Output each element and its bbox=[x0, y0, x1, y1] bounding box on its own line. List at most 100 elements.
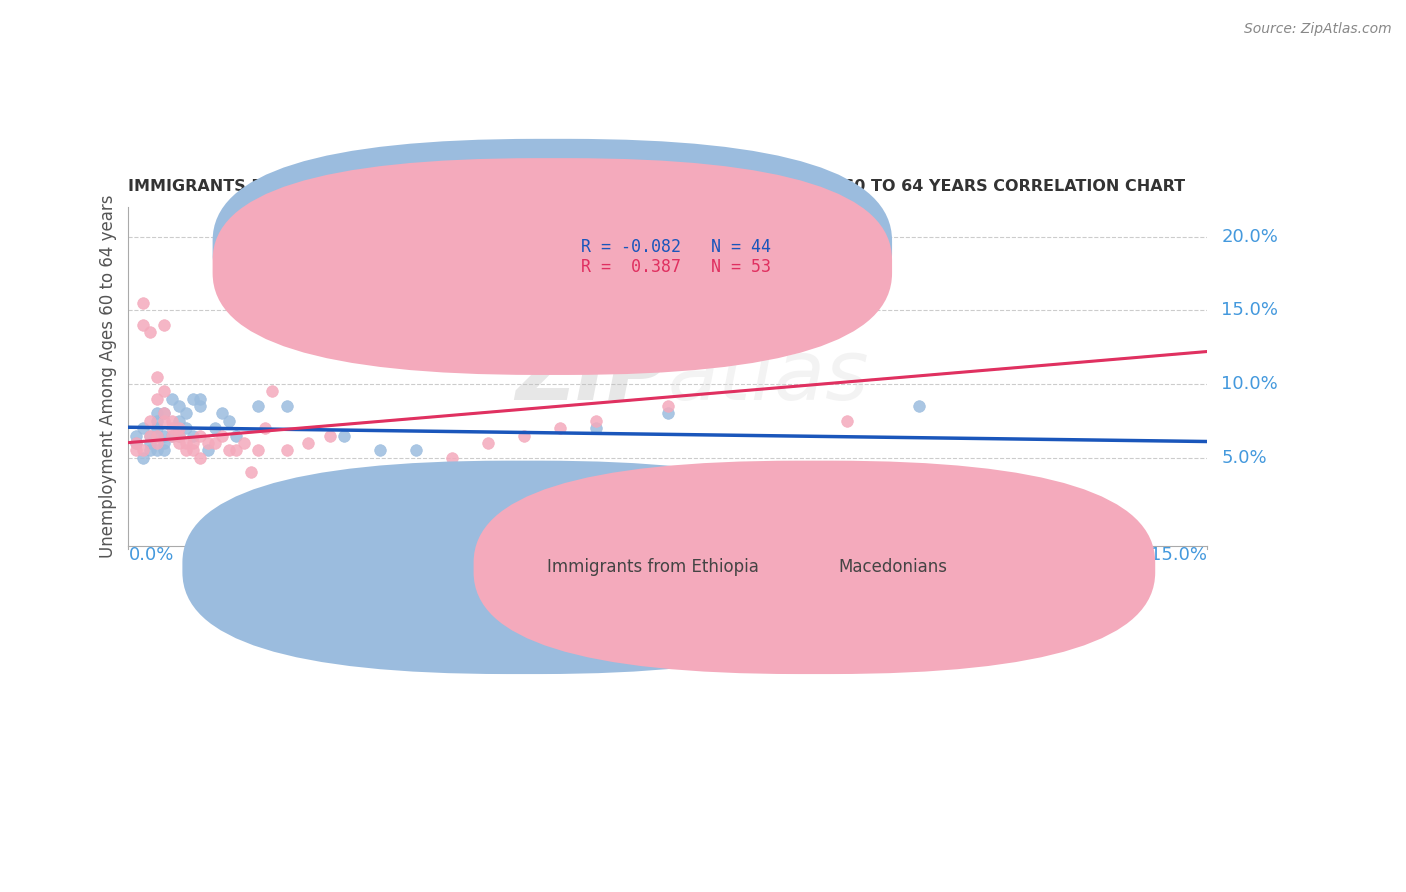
Text: 20.0%: 20.0% bbox=[1222, 227, 1278, 245]
Point bbox=[167, 399, 190, 413]
Point bbox=[197, 436, 219, 450]
FancyBboxPatch shape bbox=[474, 460, 1156, 674]
Text: 15.0%: 15.0% bbox=[1150, 546, 1206, 564]
Point bbox=[246, 399, 269, 413]
Point bbox=[333, 428, 356, 442]
Point bbox=[657, 407, 679, 421]
Point bbox=[204, 421, 226, 435]
Point bbox=[132, 318, 155, 332]
Point bbox=[153, 436, 176, 450]
Text: 10.0%: 10.0% bbox=[1222, 375, 1278, 393]
Point bbox=[585, 421, 607, 435]
Text: atlas: atlas bbox=[668, 336, 869, 417]
Y-axis label: Unemployment Among Ages 60 to 64 years: Unemployment Among Ages 60 to 64 years bbox=[100, 194, 117, 558]
Point bbox=[146, 392, 169, 406]
Point bbox=[765, 495, 787, 509]
Point bbox=[477, 487, 499, 501]
FancyBboxPatch shape bbox=[212, 158, 891, 375]
Point bbox=[190, 392, 212, 406]
Point bbox=[692, 466, 714, 480]
Point bbox=[174, 421, 197, 435]
Point bbox=[246, 443, 269, 458]
Point bbox=[211, 428, 233, 442]
Text: Immigrants from Ethiopia: Immigrants from Ethiopia bbox=[547, 558, 759, 576]
Point bbox=[181, 443, 204, 458]
FancyBboxPatch shape bbox=[517, 235, 830, 278]
Point bbox=[319, 428, 342, 442]
Point bbox=[167, 436, 190, 450]
Point bbox=[276, 443, 298, 458]
Point bbox=[124, 443, 146, 458]
Point bbox=[167, 428, 190, 442]
Point bbox=[440, 450, 463, 465]
Point bbox=[181, 428, 204, 442]
Point bbox=[908, 399, 931, 413]
Point bbox=[513, 495, 536, 509]
Point bbox=[513, 428, 536, 442]
Point bbox=[204, 436, 226, 450]
Point bbox=[132, 296, 155, 310]
Text: R = -0.082   N = 44: R = -0.082 N = 44 bbox=[582, 238, 772, 256]
Point bbox=[657, 399, 679, 413]
Point bbox=[225, 443, 247, 458]
Point bbox=[837, 466, 859, 480]
Point bbox=[232, 436, 254, 450]
Point bbox=[218, 443, 240, 458]
Point bbox=[405, 443, 427, 458]
Point bbox=[297, 436, 319, 450]
Text: 0.0%: 0.0% bbox=[128, 546, 174, 564]
Point bbox=[139, 443, 162, 458]
Point bbox=[190, 428, 212, 442]
Point bbox=[153, 384, 176, 399]
Point bbox=[225, 428, 247, 442]
Point bbox=[146, 436, 169, 450]
Point bbox=[132, 443, 155, 458]
FancyBboxPatch shape bbox=[212, 139, 891, 356]
Point bbox=[181, 392, 204, 406]
Point bbox=[167, 428, 190, 442]
Point bbox=[153, 407, 176, 421]
Point bbox=[146, 407, 169, 421]
Point bbox=[160, 414, 183, 428]
Point bbox=[837, 414, 859, 428]
Point bbox=[548, 421, 571, 435]
Point bbox=[239, 466, 262, 480]
Point bbox=[139, 436, 162, 450]
Text: Macedonians: Macedonians bbox=[838, 558, 948, 576]
Text: IMMIGRANTS FROM ETHIOPIA VS MACEDONIAN UNEMPLOYMENT AMONG AGES 60 TO 64 YEARS CO: IMMIGRANTS FROM ETHIOPIA VS MACEDONIAN U… bbox=[128, 178, 1185, 194]
Point bbox=[160, 392, 183, 406]
Point bbox=[153, 407, 176, 421]
Text: ZIP: ZIP bbox=[515, 336, 668, 417]
Point bbox=[124, 436, 146, 450]
Point bbox=[405, 466, 427, 480]
Point bbox=[153, 318, 176, 332]
Point bbox=[153, 414, 176, 428]
Point bbox=[197, 443, 219, 458]
Point bbox=[146, 443, 169, 458]
Point bbox=[190, 450, 212, 465]
Text: 15.0%: 15.0% bbox=[1222, 301, 1278, 319]
FancyBboxPatch shape bbox=[183, 460, 865, 674]
Point bbox=[218, 414, 240, 428]
Point bbox=[146, 428, 169, 442]
Point bbox=[124, 436, 146, 450]
Point bbox=[174, 407, 197, 421]
Point bbox=[167, 414, 190, 428]
Point bbox=[146, 369, 169, 384]
Point bbox=[160, 428, 183, 442]
Point bbox=[477, 436, 499, 450]
Point bbox=[211, 407, 233, 421]
Point bbox=[254, 421, 277, 435]
Point bbox=[368, 443, 391, 458]
Point bbox=[262, 384, 284, 399]
Point bbox=[585, 414, 607, 428]
Point bbox=[146, 428, 169, 442]
Point bbox=[160, 421, 183, 435]
Point bbox=[174, 436, 197, 450]
Point bbox=[190, 399, 212, 413]
Point bbox=[153, 443, 176, 458]
Point bbox=[181, 436, 204, 450]
Point bbox=[132, 421, 155, 435]
Point bbox=[262, 296, 284, 310]
Point bbox=[139, 428, 162, 442]
